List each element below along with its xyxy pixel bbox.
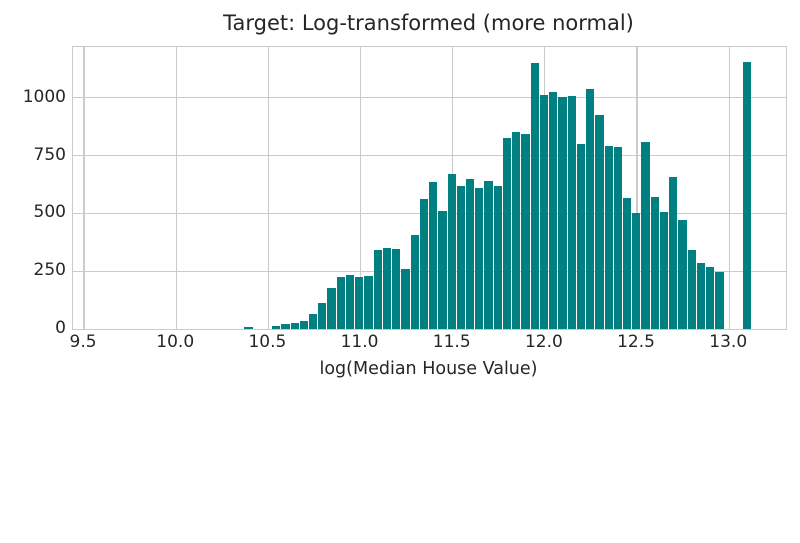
x-gridline: [83, 47, 85, 329]
histogram-bar: [327, 288, 336, 329]
histogram-bar: [696, 263, 706, 329]
y-tick-label: 0: [55, 318, 66, 338]
histogram-bar: [244, 326, 253, 329]
histogram-bar: [521, 133, 530, 329]
histogram-bar: [549, 92, 558, 329]
x-tick-label: 10.5: [248, 332, 287, 352]
histogram-bar: [576, 144, 586, 329]
histogram-bar: [659, 212, 669, 329]
histogram-bar: [623, 197, 632, 329]
x-tick-label: 10.0: [156, 332, 195, 352]
histogram-bar: [447, 173, 456, 329]
histogram-bar: [318, 302, 327, 329]
y-gridline: [73, 155, 786, 157]
histogram-bar: [290, 322, 299, 329]
x-tick-label: 11.5: [432, 332, 471, 352]
histogram-bar: [539, 95, 549, 329]
histogram-bar: [401, 268, 410, 329]
histogram-bar: [466, 179, 475, 329]
histogram-bar: [613, 147, 622, 329]
histogram-bar: [706, 267, 715, 329]
histogram-bar: [595, 115, 604, 329]
histogram-bar: [373, 249, 382, 329]
histogram-bar: [475, 187, 484, 329]
histogram-bar: [604, 145, 613, 329]
histogram-bar: [567, 96, 576, 329]
histogram-bar: [309, 314, 318, 329]
histogram-bar: [355, 277, 364, 329]
histogram-bar: [392, 248, 401, 329]
histogram-bar: [493, 185, 502, 329]
histogram-bar: [281, 324, 290, 329]
histogram-bar: [345, 275, 355, 329]
histogram-bar: [364, 275, 373, 329]
histogram-bar: [650, 197, 659, 329]
histogram-bar: [687, 250, 696, 329]
chart-title: Target: Log-transformed (more normal): [223, 11, 634, 35]
y-tick-label: 500: [33, 202, 66, 223]
histogram-bar: [743, 62, 752, 329]
histogram-bar: [512, 131, 521, 329]
histogram-bar: [632, 212, 641, 329]
y-gridline: [73, 97, 786, 99]
histogram-bar: [456, 186, 466, 329]
x-tick-label: 11.0: [340, 332, 379, 352]
x-tick-label: 12.5: [617, 332, 655, 352]
histogram-bar: [336, 277, 345, 329]
histogram-bar: [530, 62, 539, 329]
histogram-bar: [669, 176, 678, 329]
histogram-bar: [558, 96, 567, 329]
x-gridline: [267, 47, 269, 329]
histogram-bar: [299, 320, 309, 329]
x-tick-label: 12.0: [524, 332, 563, 352]
histogram-bar: [641, 142, 650, 329]
x-tick-label: 9.5: [69, 332, 97, 352]
x-tick-label: 13.0: [709, 332, 748, 352]
x-gridline: [636, 47, 638, 329]
histogram-bar: [678, 220, 687, 329]
histogram-bar: [429, 181, 438, 329]
y-tick-label: 1000: [22, 86, 66, 107]
y-tick-label: 250: [33, 260, 66, 281]
histogram-bar: [715, 271, 724, 329]
y-tick-label: 750: [33, 144, 66, 165]
histogram-bar: [438, 211, 447, 329]
histogram-bar: [410, 235, 419, 329]
histogram-bar: [272, 325, 281, 329]
x-axis-label: log(Median House Value): [319, 359, 538, 379]
histogram-bar: [586, 88, 595, 329]
plot-area: [72, 46, 787, 330]
x-gridline: [728, 47, 730, 329]
histogram-bar: [484, 181, 493, 329]
histogram-bar: [382, 248, 392, 329]
histogram-bar: [502, 138, 512, 329]
x-gridline: [175, 47, 177, 329]
histogram-bar: [419, 199, 429, 329]
x-gridline: [359, 47, 362, 329]
